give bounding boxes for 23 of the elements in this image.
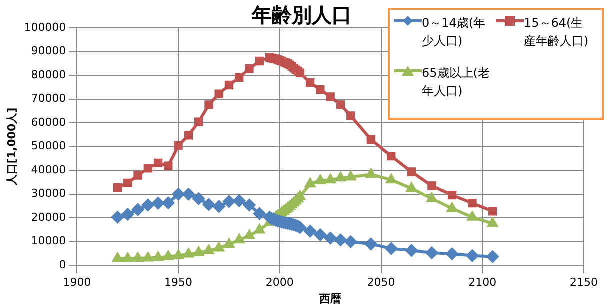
y-tick-label: 30000 xyxy=(31,187,66,200)
y-tick-label: 40000 xyxy=(31,163,66,176)
y-axis-title: 人口[1,000人] xyxy=(5,108,18,187)
x-tick-label: 2100 xyxy=(468,276,497,290)
y-tick-label: 60000 xyxy=(31,116,66,129)
x-tick-label: 1950 xyxy=(164,276,193,290)
y-tick-label: 90000 xyxy=(31,44,66,58)
x-tick-label: 2050 xyxy=(367,276,396,290)
y-tick-label: 0 xyxy=(59,258,66,272)
x-tick-label: 2150 xyxy=(570,276,598,290)
y-tick-label: 10000 xyxy=(31,234,66,248)
legend-label: 0～14歳(年少人口) xyxy=(422,15,487,50)
legend-label: 65歳以上(老年人口) xyxy=(422,65,491,100)
y-tick-label: 100000 xyxy=(24,20,66,34)
x-axis-title: 西暦 xyxy=(318,292,342,306)
legend-label: 15～64(生産年齢人口) xyxy=(524,15,590,50)
x-tick-label: 2000 xyxy=(266,276,294,290)
x-tick-label: 1900 xyxy=(63,276,92,290)
y-tick-label: 80000 xyxy=(31,68,66,82)
chart-title: 年齢別人口 xyxy=(252,3,352,27)
y-tick-label: 20000 xyxy=(31,210,66,224)
y-tick-label: 50000 xyxy=(31,140,66,153)
y-tick-label: 70000 xyxy=(31,92,66,106)
